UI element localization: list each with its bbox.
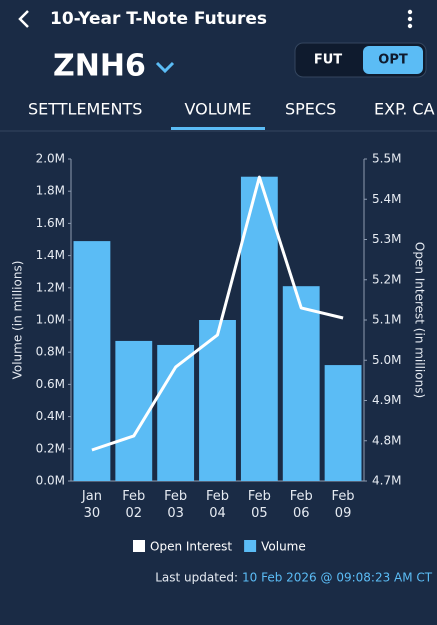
legend-swatch [133, 540, 145, 552]
y2-tick-label: 5.4M [372, 192, 401, 206]
y2-tick-label: 5.2M [372, 272, 401, 286]
bar [73, 241, 111, 481]
x-tick-label-line: Feb [332, 489, 355, 504]
y-tick-label: 1.2M [36, 280, 65, 294]
x-tick-label: Feb 02 [122, 489, 145, 521]
page-title: 10-Year T-Note Futures [50, 9, 267, 29]
x-tick-label-line: 05 [251, 506, 268, 521]
x-tick-label-line: Feb [206, 489, 229, 504]
toggle-option[interactable]: FUT [314, 53, 342, 68]
x-tick-label-line: Feb [248, 489, 271, 504]
legend-label: Open Interest [150, 540, 232, 554]
y2-axis-title: Open Interest (in millions) [413, 242, 427, 398]
y2-tick-label: 5.5M [372, 152, 401, 166]
x-tick-label-line: Feb [122, 489, 145, 504]
x-tick-label-line: 06 [293, 506, 310, 521]
menu-button[interactable] [407, 9, 413, 29]
x-tick-label: Feb 05 [248, 489, 271, 521]
tab-indicator [171, 127, 265, 130]
x-tick-label: Feb 04 [206, 489, 229, 521]
symbol[interactable]: ZNH6 [53, 49, 146, 84]
bar [324, 365, 362, 481]
bar [199, 320, 236, 481]
toggle-option[interactable]: OPT [378, 53, 408, 68]
y-tick-label: 0.0M [36, 474, 65, 488]
y-tick-label: 1.4M [36, 248, 65, 262]
y2-tick-label: 4.9M [372, 393, 401, 407]
tab-selected[interactable]: VOLUME [185, 100, 252, 119]
x-tick-label-line: Feb [290, 489, 313, 504]
bar [282, 286, 320, 481]
back-button[interactable] [18, 10, 29, 28]
y-tick-label: 1.8M [36, 184, 65, 198]
y2-tick-label: 5.3M [372, 232, 401, 246]
tab[interactable]: SETTLEMENTS [28, 100, 142, 119]
bar [115, 340, 153, 481]
x-tick-label: Jan 30 [81, 489, 102, 521]
y-axis-title: Volume (in millions) [11, 261, 25, 380]
y-tick-label: 0.8M [36, 345, 65, 359]
x-tick-label-line: 03 [167, 506, 184, 521]
y2-tick-label: 5.1M [372, 313, 401, 327]
symbol-dropdown[interactable] [155, 61, 175, 74]
x-tick-label-line: Feb [164, 489, 187, 504]
tab[interactable]: SPECS [285, 100, 336, 119]
y2-tick-label: 4.8M [372, 433, 401, 447]
y-tick-label: 1.0M [36, 313, 65, 327]
footer-timestamp: 10 Feb 2026 @ 09:08:23 AM CT [242, 571, 433, 585]
x-tick-label-line: 02 [126, 506, 143, 521]
footer-label: Last updated: [155, 571, 238, 585]
x-tick-label-line: 30 [84, 506, 101, 521]
y-tick-label: 0.4M [36, 409, 65, 423]
x-tick-label: Feb 09 [332, 489, 355, 521]
x-tick-label-line: 04 [209, 506, 226, 521]
x-tick-label: Feb 06 [290, 489, 313, 521]
tab[interactable]: EXP. CA [374, 100, 435, 119]
x-tick-label: Feb 03 [164, 489, 187, 521]
line [91, 175, 344, 452]
x-tick-label-line: Jan [81, 489, 102, 504]
x-tick-label-line: 09 [335, 506, 352, 521]
y-tick-label: 0.6M [36, 377, 65, 391]
legend-label: Volume [261, 540, 306, 554]
y-tick-label: 0.2M [36, 441, 65, 455]
legend-swatch [244, 540, 257, 552]
y-tick-label: 1.6M [36, 216, 65, 230]
toggle-selected [363, 46, 423, 74]
y2-tick-label: 4.7M [372, 474, 401, 488]
y2-tick-label: 5.0M [372, 353, 401, 367]
y-tick-label: 2.0M [36, 152, 65, 166]
